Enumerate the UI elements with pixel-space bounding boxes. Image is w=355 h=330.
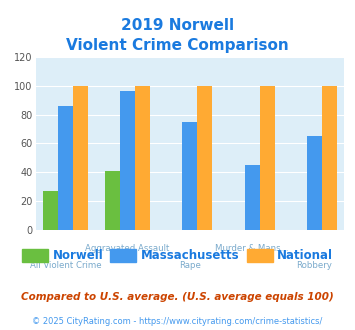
Text: Murder & Mans...: Murder & Mans... [215,244,289,253]
Text: Compared to U.S. average. (U.S. average equals 100): Compared to U.S. average. (U.S. average … [21,292,334,302]
Text: 2019 Norwell: 2019 Norwell [121,18,234,33]
Text: Robbery: Robbery [296,261,332,270]
Bar [322,86,337,230]
Bar [260,86,275,230]
Bar [307,136,322,230]
Text: Rape: Rape [179,261,201,270]
Text: Aggravated Assault: Aggravated Assault [86,244,170,253]
Bar [105,171,120,230]
Bar [43,191,58,230]
Bar [120,91,135,230]
Bar [58,106,73,230]
Text: All Violent Crime: All Violent Crime [29,261,101,270]
Legend: Norwell, Massachusetts, National: Norwell, Massachusetts, National [17,244,338,267]
Bar [245,165,260,230]
Bar [197,86,212,230]
Bar [73,86,88,230]
Bar [182,122,197,230]
Text: Violent Crime Comparison: Violent Crime Comparison [66,38,289,53]
Bar [135,86,150,230]
Text: © 2025 CityRating.com - https://www.cityrating.com/crime-statistics/: © 2025 CityRating.com - https://www.city… [32,317,323,326]
